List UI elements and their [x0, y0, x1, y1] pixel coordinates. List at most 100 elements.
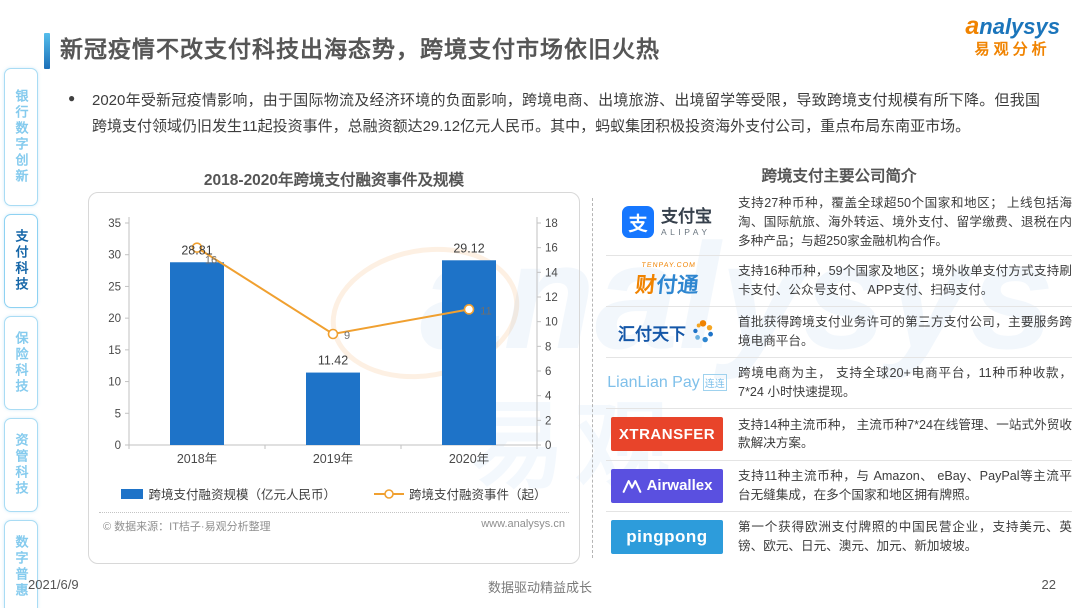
svg-text:9: 9 [344, 330, 350, 342]
svg-text:10: 10 [108, 377, 121, 389]
alipay-logo-cn: 支付宝 [661, 206, 712, 226]
svg-text:11.42: 11.42 [318, 354, 348, 368]
company-logo-cell-airwallex: Airwallex [606, 468, 728, 503]
title-accent-bar [44, 33, 50, 69]
sidebar-item-insurtech[interactable]: 保险科技 [4, 316, 38, 410]
company-row-huifu: 汇付天下 首批获得跨境支付业务许可的第三方支付公司，主要服务跨境电商平台。 [606, 307, 1072, 359]
sidebar-item-payment-tech[interactable]: 支付科技 [4, 214, 38, 308]
summary-bullet: ● 2020年受新冠疫情影响，由于国际物流及经济环境的负面影响，跨境电商、出境旅… [68, 88, 1040, 140]
legend-line-label: 跨境支付融资事件（起） [409, 488, 547, 502]
legend-line-swatch [374, 488, 404, 499]
tenpay-logo-sub: TENPAY.COM [640, 262, 696, 270]
alipay-icon: 支 [622, 206, 654, 239]
alipay-logo: 支支付宝 ALIPAY [622, 206, 712, 239]
legend-bar-label: 跨境支付融资规模（亿元人民币） [148, 488, 336, 502]
alipay-logo-en: ALIPAY [661, 226, 711, 237]
svg-text:16: 16 [545, 243, 558, 255]
summary-text: 2020年受新冠疫情影响，由于国际物流及经济环境的负面影响，跨境电商、出境旅游、… [92, 92, 1040, 135]
legend-item-line: 跨境支付融资事件（起） [374, 484, 547, 503]
company-desc-airwallex: 支持11种主流币种，与 Amazon、 eBay、PayPal等主流平台无缝集成… [738, 468, 1072, 502]
svg-text:8: 8 [545, 341, 551, 353]
svg-text:28.81: 28.81 [181, 243, 212, 257]
brand-logo-en-rest: nalysys [979, 14, 1060, 39]
svg-text:2: 2 [545, 415, 551, 427]
chart-box: 0 5 10 15 20 25 30 35 0 2 4 6 8 10 12 14 16 18 2018年 2019年 2… [88, 192, 580, 564]
svg-text:16: 16 [205, 255, 217, 267]
svg-text:6: 6 [545, 366, 551, 378]
lianlian-logo-cn: 连连 [702, 374, 727, 392]
svg-text:4: 4 [545, 391, 552, 403]
svg-text:14: 14 [545, 267, 558, 279]
brand-logo-cn: 易观分析 [974, 40, 1051, 58]
company-desc-xtransfer: 支持14种主流币种， 主流币种7*24在线管理、一站式外贸收款解决方案。 [738, 417, 1072, 451]
analysys-url-link[interactable]: www.analysys.cn [481, 518, 565, 530]
company-desc-huifu: 首批获得跨境支付业务许可的第三方支付公司，主要服务跨境电商平台。 [738, 315, 1072, 348]
company-row-tenpay: TENPAY.COM 财付通 支持16种币种，59个国家及地区；境外收单支付方式支持… [606, 256, 1072, 307]
svg-text:11: 11 [480, 305, 491, 317]
brand-logo-en: analysys [965, 12, 1060, 41]
svg-text:0: 0 [115, 440, 121, 452]
chart-title: 2018-2020年跨境支付融资事件及规模 [203, 172, 465, 189]
svg-text:12: 12 [545, 292, 558, 304]
tenpay-logo-char1: 财 [633, 274, 658, 298]
company-desc-tenpay: 支持16种币种，59个国家及地区；境外收单支付方式支持刷卡支付、公众号支付、 A… [738, 263, 1072, 297]
svg-text:18: 18 [545, 218, 558, 230]
legend-bar-swatch [121, 488, 144, 499]
svg-text:10: 10 [545, 317, 558, 329]
tenpay-logo-rest: 付通 [654, 274, 700, 298]
sidebar-item-banking-digital[interactable]: 银行数字创新 [4, 68, 38, 206]
page-title: 新冠疫情不改支付科技出海态势，跨境支付市场依旧火热 [60, 36, 660, 62]
xtransfer-logo: XTRANSFER [611, 417, 723, 452]
svg-text:5: 5 [115, 408, 121, 420]
brand-logo: analysys 易观分析 [965, 12, 1060, 58]
tenpay-logo-cn: 财付通 [634, 274, 699, 297]
svg-text:2019年: 2019年 [313, 452, 353, 466]
svg-text:29.12: 29.12 [453, 241, 484, 255]
lianlian-logo: LianLian Pay 连连 [607, 374, 727, 392]
company-row-alipay: 支支付宝 ALIPAY 支持27种币种，覆盖全球超50个国家和地区； 上线包括海淘、… [606, 190, 1072, 256]
footer-page-number: 22 [1041, 577, 1056, 592]
company-logo-cell-huifu: 汇付天下 [606, 319, 728, 345]
company-logo-cell-tenpay: TENPAY.COM 财付通 [606, 262, 728, 299]
company-row-lianlian: LianLian Pay 连连 跨境电商为主， 支持全球20+电商平台，11种币种收… [606, 358, 1072, 410]
bullet-dot-icon: ● [68, 91, 76, 105]
sidebar-item-digital-inclusion[interactable]: 数字普惠 [4, 520, 38, 608]
company-desc-pingpong: 第一个获得欧洲支付牌照的中国民营企业，支持美元、英镑、欧元、日元、澳元、加元、新… [738, 519, 1072, 553]
airwallex-logo-text: Airwallex [646, 477, 713, 495]
svg-text:35: 35 [108, 218, 121, 230]
pingpong-logo: pingpong [611, 519, 723, 554]
companies-panel: 支支付宝 ALIPAY 支持27种币种，覆盖全球超50个国家和地区； 上线包括海淘、… [606, 190, 1072, 562]
company-desc-lianlian: 跨境电商为主， 支持全球20+电商平台，11种币种收款，7*24 小时快速提现。 [738, 366, 1072, 400]
company-logo-cell-xtransfer: XTRANSFER [606, 417, 728, 452]
footer-date: 2021/6/9 [28, 577, 79, 592]
huifu-logo-cn: 汇付天下 [618, 324, 686, 344]
sidebar-item-asset-mgmt[interactable]: 资管科技 [4, 418, 38, 512]
svg-text:30: 30 [108, 250, 121, 262]
footer-slogan: 数据驱动精益成长 [487, 580, 592, 595]
company-row-xtransfer: XTRANSFER 支持14种主流币种， 主流币种7*24在线管理、一站式外贸收款… [606, 409, 1072, 461]
chart-separator [99, 512, 569, 513]
companies-header: 跨境支付主要公司简介 [761, 168, 917, 185]
sidebar: 银行数字创新支付科技保险科技资管科技数字普惠 [4, 68, 38, 608]
svg-text:20: 20 [108, 313, 121, 325]
combo-chart: 0 5 10 15 20 25 30 35 0 2 4 6 8 10 12 14 16 18 2018年 2019年 2… [108, 217, 558, 466]
legend-item-bar: 跨境支付融资规模（亿元人民币） [121, 484, 336, 503]
svg-text:25: 25 [108, 281, 121, 293]
svg-text:15: 15 [108, 345, 121, 357]
svg-text:0: 0 [545, 440, 551, 452]
chart-source-row: © 数据来源：IT桔子·易观分析整理 www.analysys.cn [95, 518, 573, 534]
company-logo-cell-pingpong: pingpong [606, 519, 728, 554]
company-row-pingpong: pingpong 第一个获得欧洲支付牌照的中国民营企业，支持美元、英镑、欧元、日元… [606, 512, 1072, 562]
brand-logo-a-swirl: a [965, 12, 980, 40]
alipay-logo-text: 支付宝 ALIPAY [661, 206, 712, 237]
company-row-airwallex: Airwallex 支持11种主流币种，与 Amazon、 eBay、PayPal… [606, 461, 1072, 512]
airwallex-mark-icon [622, 479, 641, 493]
svg-text:2018年: 2018年 [177, 452, 217, 466]
section-divider [592, 198, 593, 558]
huifu-logo: 汇付天下 [618, 319, 716, 345]
chart-legend: 跨境支付融资规模（亿元人民币） 跨境支付融资事件（起） [95, 484, 573, 503]
company-logo-cell-alipay: 支支付宝 ALIPAY [606, 206, 728, 239]
airwallex-logo: Airwallex [611, 468, 723, 503]
tenpay-logo: TENPAY.COM 财付通 [634, 262, 701, 299]
